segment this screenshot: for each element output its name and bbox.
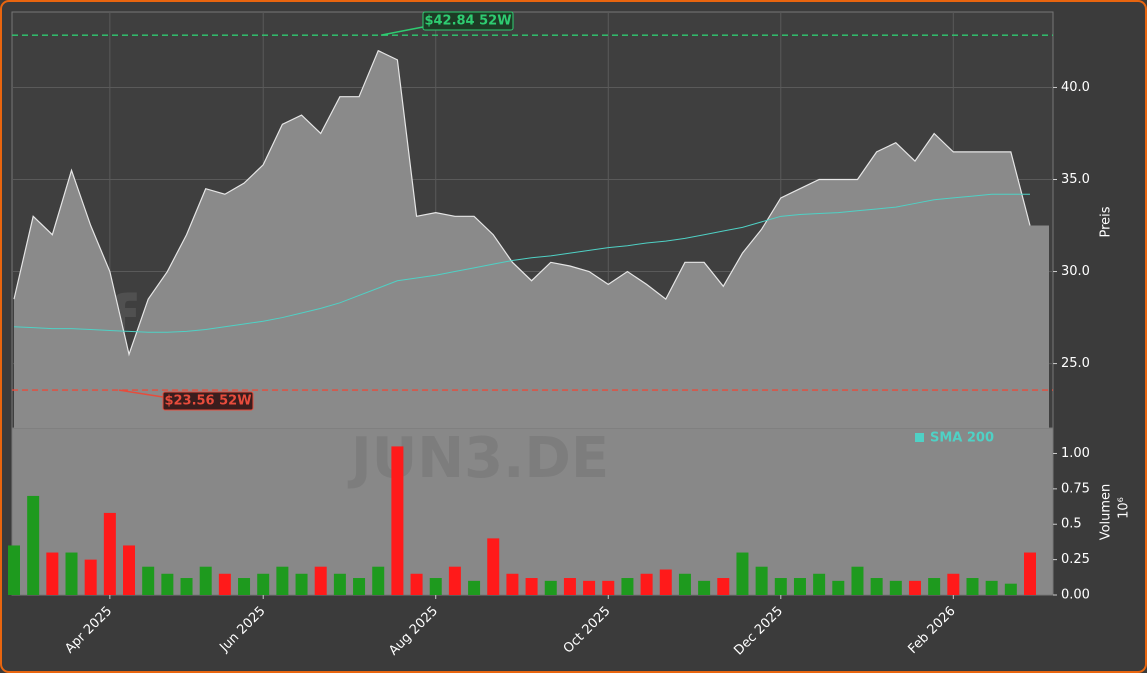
volume-bar <box>448 566 461 595</box>
volume-bar <box>84 559 97 595</box>
legend-label: SMA 200 <box>930 431 994 446</box>
sma-line <box>13 193 1030 333</box>
volume-bar <box>870 578 883 595</box>
legend-swatch <box>915 433 924 442</box>
volume-bar <box>563 578 576 595</box>
y-tick-label: 1.00 <box>1061 446 1090 461</box>
volume-bar <box>506 573 519 595</box>
volume-bar <box>8 545 20 595</box>
volume-bar <box>487 538 500 595</box>
volume-bar <box>832 580 845 595</box>
volume-bar <box>640 573 653 595</box>
volume-bar <box>295 573 308 595</box>
volume-bar <box>966 578 979 595</box>
volume-bar <box>851 566 864 595</box>
volume-bar <box>1004 583 1017 595</box>
price-line <box>13 49 1031 357</box>
y-tick-label: 0.5 <box>1061 517 1082 532</box>
volume-bar <box>755 566 768 595</box>
volume-bar <box>142 566 155 595</box>
volume-bar <box>391 446 404 595</box>
y-tick-label: 0.75 <box>1061 481 1090 496</box>
volume-bar <box>659 569 672 595</box>
volume-bar <box>1024 552 1036 595</box>
volume-bar <box>429 578 442 595</box>
annotation-box <box>162 391 254 411</box>
volume-bar <box>353 578 366 595</box>
y-tick-label: 0.00 <box>1061 588 1090 603</box>
volume-bar <box>889 580 902 595</box>
volume-bar <box>583 580 596 595</box>
volume-bar <box>774 578 787 595</box>
volume-bar <box>736 552 749 595</box>
volume-bar <box>678 573 691 595</box>
volume-bar <box>257 573 270 595</box>
volume-bar <box>410 573 423 595</box>
y-tick-label: 35.0 <box>1061 172 1090 187</box>
volume-bar <box>46 552 59 595</box>
volume-bar <box>199 566 212 595</box>
volume-bar <box>218 573 231 595</box>
annotation-arrow <box>380 26 424 36</box>
volume-bar <box>123 545 136 595</box>
volume-bar <box>621 578 634 595</box>
annotation-label: $23.56 52W <box>164 394 251 409</box>
volume-bar <box>985 580 998 595</box>
volume-bar <box>65 552 78 595</box>
volume-bar <box>813 573 826 595</box>
offset-label: 10⁶ <box>1117 497 1132 519</box>
volume-bar <box>180 578 193 595</box>
volume-bar <box>928 578 941 595</box>
volume-bar <box>161 573 174 595</box>
volume-bar <box>372 566 385 595</box>
annotation-box <box>422 11 514 31</box>
volume-bar <box>698 580 711 595</box>
volume-bar <box>27 495 40 595</box>
volume-bar <box>314 566 327 595</box>
y-tick-label: 0.25 <box>1061 552 1090 567</box>
volume-bar <box>333 573 346 595</box>
y-tick-label: 25.0 <box>1061 356 1090 371</box>
volume-bar <box>238 578 251 595</box>
volume-bar <box>908 580 921 595</box>
annotation-arrow <box>118 389 164 398</box>
annotation-label: $42.84 52W <box>424 14 511 29</box>
volume-bar <box>544 580 557 595</box>
volume-bar <box>525 578 538 595</box>
watermark: JUN3.DE <box>347 426 609 491</box>
y-tick-label: 40.0 <box>1061 80 1090 95</box>
volume-bar <box>103 512 116 595</box>
volume-bar <box>793 578 806 595</box>
volume-bar <box>276 566 289 595</box>
volume-bar <box>468 580 481 595</box>
y-tick-label: 30.0 <box>1061 264 1090 279</box>
y-axis-label: Volumen <box>1099 484 1114 541</box>
volume-bar <box>947 573 960 595</box>
volume-bar <box>602 580 615 595</box>
volume-bar <box>717 578 730 595</box>
y-axis-label: Preis <box>1099 206 1114 237</box>
